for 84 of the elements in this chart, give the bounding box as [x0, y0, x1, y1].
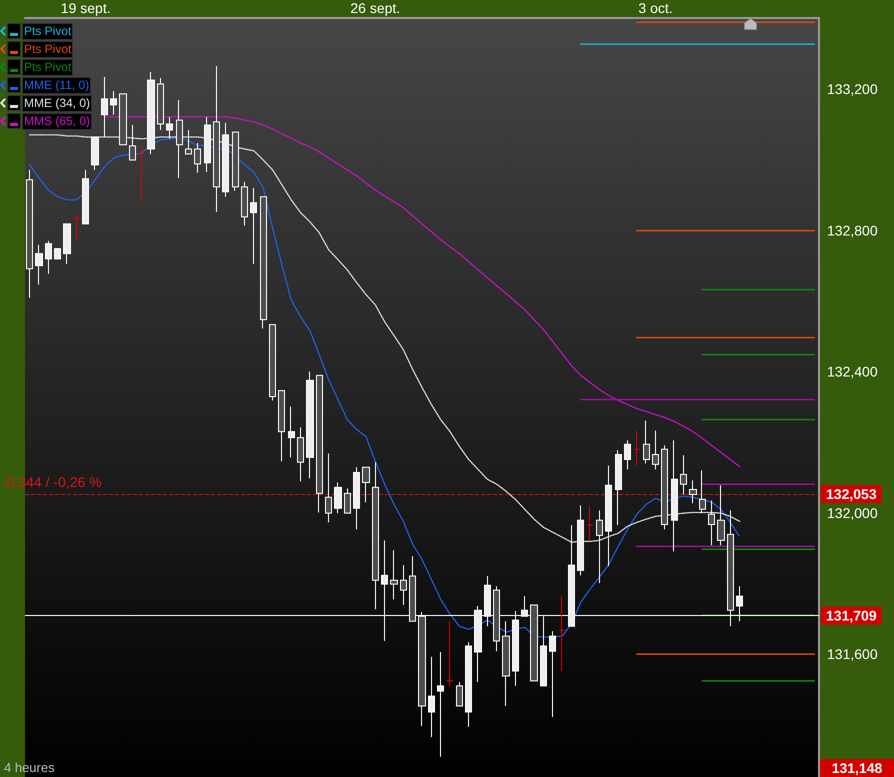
- x-tick-label: 3 oct.: [638, 0, 673, 16]
- candlestick: [372, 462, 379, 610]
- candlestick: [316, 374, 323, 513]
- candlestick: [559, 596, 566, 672]
- candlestick: [101, 76, 108, 138]
- candlestick: [222, 122, 229, 198]
- annotation: -0,344 / -0,26 %: [2, 474, 102, 490]
- ref-line-label: 131,709: [826, 608, 877, 624]
- candlestick: [185, 129, 192, 154]
- candlestick: [353, 466, 360, 530]
- candlestick: [671, 440, 678, 552]
- ref-line-label: 132,053: [826, 486, 877, 502]
- candlestick: [119, 93, 127, 146]
- candlestick: [213, 66, 220, 212]
- candlestick: [624, 440, 631, 470]
- candlestick: [456, 681, 463, 707]
- candlestick: [269, 324, 276, 401]
- y-tick-label: 132,400: [827, 364, 878, 380]
- legend-label: MME (11, 0): [22, 76, 92, 94]
- candlestick: [129, 124, 136, 160]
- y-tick-label: 132,000: [827, 504, 878, 521]
- candlestick: [194, 142, 201, 174]
- candlestick: [166, 116, 173, 140]
- candlestick: [73, 214, 80, 242]
- candlestick: [306, 371, 314, 479]
- legend-label: Pts Pivot: [22, 58, 74, 76]
- candlestick: [157, 78, 164, 130]
- candlestick: [661, 444, 668, 530]
- candlestick: [437, 651, 444, 758]
- legend-label: MME (34, 0): [22, 94, 92, 112]
- x-tick-label: 19 sept.: [60, 0, 111, 16]
- annotation: 4 heures: [4, 760, 55, 775]
- candlestick: [63, 223, 71, 264]
- y-tick-label: 133,200: [827, 80, 878, 97]
- candlestick: [334, 482, 342, 514]
- candlestick: [465, 642, 472, 728]
- candlestick: [278, 390, 285, 462]
- candlestick: [596, 510, 603, 584]
- candlestick: [652, 430, 659, 470]
- candlestick: [428, 656, 435, 738]
- candlestick: [577, 504, 584, 576]
- candlestick: [502, 620, 510, 707]
- y-tick-label: 131,600: [827, 646, 878, 662]
- candlestick: [717, 484, 725, 546]
- candlestick: [325, 452, 332, 523]
- candlestick: [147, 72, 155, 154]
- legend-label: MMS (65, 0): [22, 112, 92, 130]
- candlestick: [176, 99, 183, 178]
- candlestick: [390, 550, 398, 600]
- candlestick: [241, 181, 248, 226]
- candlestick: [615, 450, 622, 526]
- candlestick: [250, 187, 257, 264]
- candlestick: [689, 480, 697, 504]
- candlestick: [54, 248, 61, 260]
- candlestick: [138, 146, 145, 200]
- y-tick-label: 132,800: [827, 222, 878, 238]
- candlestick: [110, 90, 117, 116]
- candlestick: [232, 132, 239, 192]
- candlestick: [260, 196, 267, 329]
- candlestick: [643, 420, 650, 464]
- candlestick: [633, 430, 640, 466]
- candlestick: [605, 464, 612, 567]
- candlestick: [26, 169, 33, 298]
- candlestick: [91, 136, 99, 170]
- text: 131,148: [820, 759, 894, 777]
- candlestick: [549, 630, 556, 718]
- candlestick: [45, 240, 52, 274]
- legend-label: Pts Pivot: [22, 22, 74, 40]
- candlestick: [446, 620, 454, 686]
- legend-label: Pts Pivot: [22, 40, 74, 58]
- candlestick: [288, 406, 295, 458]
- candlestick: [680, 454, 687, 495]
- candlestick: [708, 500, 715, 546]
- candlestick: [297, 426, 304, 482]
- candlestick: [344, 488, 351, 514]
- candlestick: [35, 244, 43, 286]
- line-series: [104, 116, 740, 468]
- candlestick: [204, 116, 211, 172]
- x-tick-label: 26 sept.: [350, 0, 400, 16]
- candlestick: [400, 564, 407, 606]
- candlestick: [587, 504, 594, 541]
- candlestick: [362, 466, 370, 503]
- candlestick: [82, 169, 89, 224]
- candlestick: [699, 470, 706, 514]
